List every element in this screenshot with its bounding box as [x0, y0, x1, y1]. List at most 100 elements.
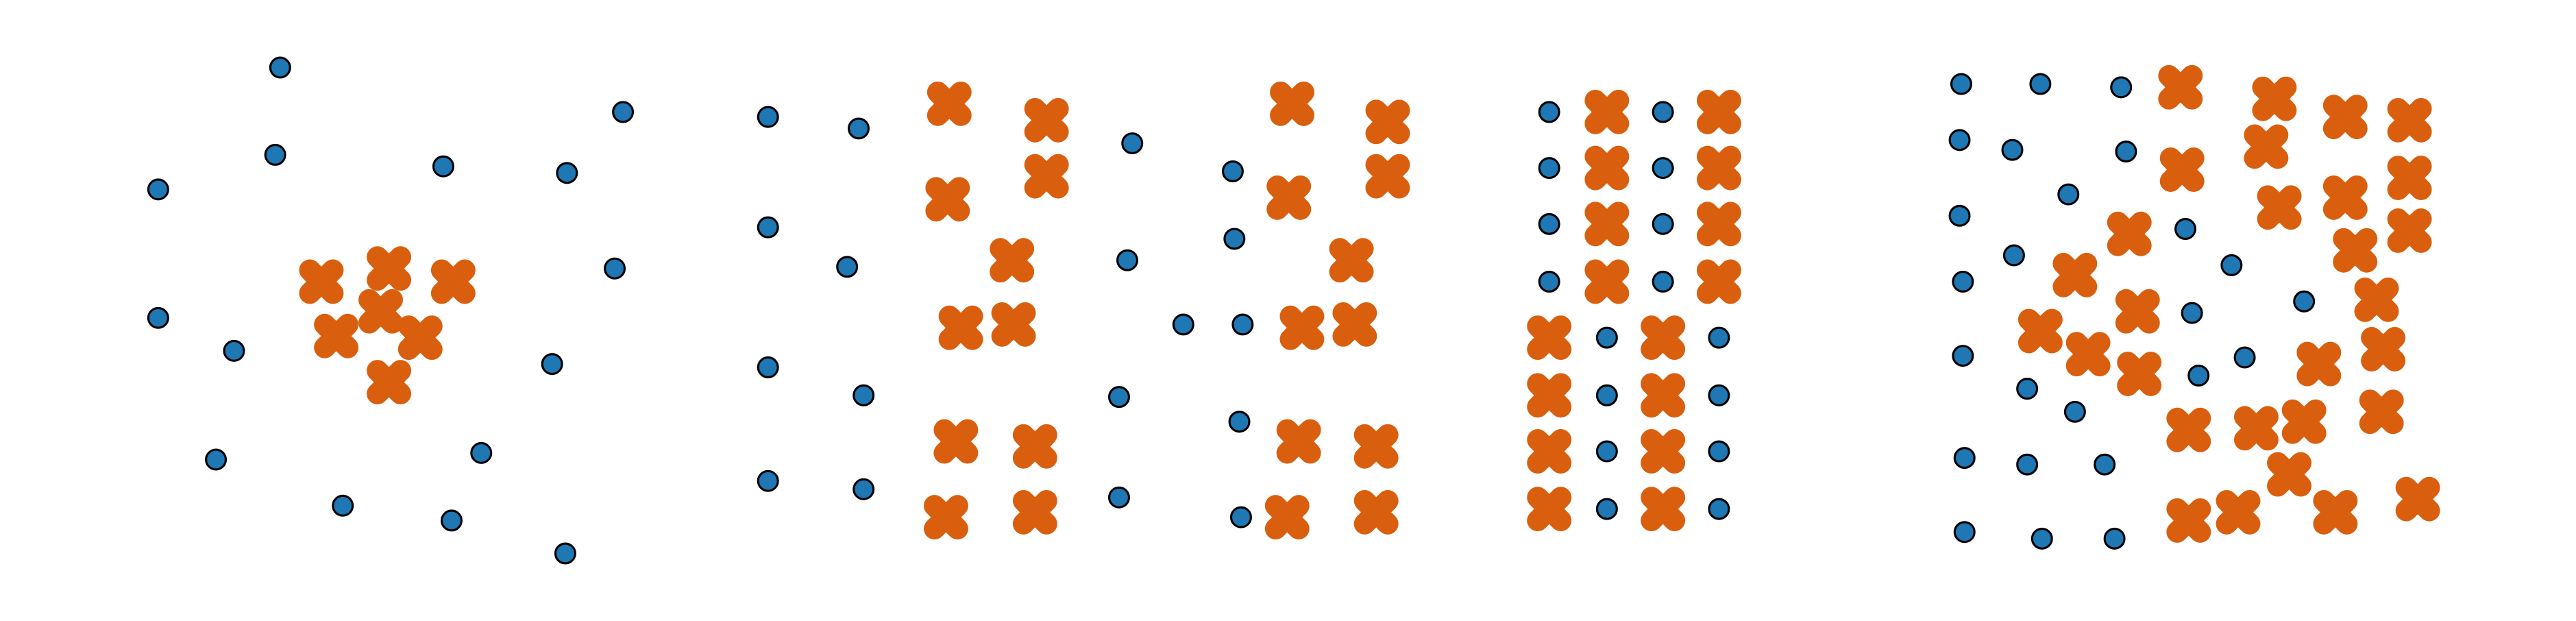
dot-marker [1595, 498, 1618, 520]
cross-marker [1641, 487, 1686, 532]
cross-marker [1365, 99, 1410, 145]
cross-marker [1527, 373, 1572, 418]
cross-marker [2296, 341, 2342, 387]
cross-marker [938, 305, 983, 350]
dot-marker [2094, 453, 2116, 476]
cross-marker [1279, 305, 1325, 350]
cross-marker [1264, 495, 1310, 540]
cross-marker [2322, 95, 2368, 140]
cross-marker [925, 177, 970, 222]
dot-marker [1948, 204, 1971, 227]
dot-marker [223, 339, 245, 362]
dot-marker [1538, 101, 1560, 123]
cross-marker [1024, 97, 1069, 143]
cross-marker [1024, 154, 1069, 199]
dot-marker [2233, 346, 2256, 369]
cross-marker [367, 246, 412, 291]
panel-2 [757, 81, 1410, 540]
dot-marker [1223, 228, 1246, 250]
dot-marker [205, 448, 228, 471]
dot-marker [612, 101, 635, 123]
dot-marker [1107, 386, 1130, 409]
dot-marker [2057, 183, 2080, 206]
dot-marker [852, 384, 875, 406]
cross-marker [2252, 76, 2297, 121]
cross-marker [2166, 407, 2211, 452]
dot-marker [1652, 270, 1674, 293]
dot-marker [1948, 129, 1971, 151]
dot-marker [1652, 157, 1674, 180]
cross-marker [2158, 64, 2203, 110]
cross-marker [2354, 277, 2399, 322]
dot-marker [2187, 364, 2210, 387]
dot-marker [1652, 212, 1674, 235]
cross-marker [1527, 315, 1572, 361]
dot-marker [2293, 290, 2316, 313]
cross-marker [1365, 154, 1410, 199]
cross-marker [923, 495, 968, 540]
dot-marker [1708, 498, 1730, 520]
cross-marker [2052, 252, 2098, 297]
dot-marker [852, 478, 875, 500]
dot-marker [2063, 400, 2086, 423]
dot-marker [1953, 521, 1976, 544]
dot-marker [1107, 486, 1130, 509]
cross-marker [1584, 145, 1630, 191]
dot-marker [2181, 302, 2203, 324]
dot-marker [1228, 411, 1251, 433]
cross-marker [430, 259, 476, 304]
cross-marker [1012, 424, 1057, 469]
cross-marker [2387, 208, 2432, 253]
cross-marker [990, 238, 1035, 283]
dot-marker [1708, 440, 1730, 463]
cross-marker [2313, 489, 2358, 535]
dot-marker [1950, 73, 1972, 95]
dot-marker [757, 470, 779, 492]
dot-marker [1231, 313, 1254, 336]
dot-marker [1952, 270, 1974, 293]
cross-marker [2115, 289, 2160, 334]
dot-marker [1116, 249, 1139, 271]
cross-marker [2281, 399, 2327, 444]
cross-marker [2322, 175, 2368, 220]
cross-marker [299, 259, 344, 304]
dot-marker [2115, 141, 2137, 163]
cross-marker [1329, 238, 1374, 283]
dot-marker [2001, 138, 2024, 161]
panel-3 [1527, 89, 1741, 532]
cross-marker [933, 419, 979, 464]
dot-marker [1229, 506, 1252, 528]
dot-marker [2029, 73, 2052, 95]
dot-marker [440, 509, 463, 532]
dot-marker [848, 117, 870, 140]
dot-marker [1595, 440, 1618, 463]
dot-marker [757, 106, 779, 128]
cross-marker [1696, 145, 1741, 191]
cross-marker [2117, 352, 2162, 396]
dot-marker [147, 306, 169, 329]
cross-marker [1353, 489, 1399, 535]
dot-marker [2002, 244, 2025, 267]
cross-marker [1584, 202, 1630, 247]
dot-marker [2110, 76, 2133, 99]
dot-marker [757, 356, 779, 378]
dot-marker [1953, 447, 1976, 470]
dot-marker [147, 178, 169, 201]
dot-marker [1595, 326, 1618, 349]
cross-marker [2359, 389, 2404, 435]
cross-marker [1012, 489, 1057, 535]
cross-marker [358, 289, 404, 334]
cross-marker [991, 302, 1036, 347]
dot-marker [2174, 218, 2197, 241]
cross-marker [314, 313, 359, 358]
dot-marker [269, 56, 291, 79]
dot-marker [757, 216, 779, 239]
cross-marker [2387, 97, 2432, 143]
cross-marker [1641, 315, 1686, 361]
dot-marker [432, 155, 454, 178]
cross-marker [2395, 476, 2440, 522]
cross-marker [2387, 156, 2432, 200]
cross-marker [1584, 89, 1630, 134]
cross-marker [2107, 211, 2152, 256]
dot-marker [1952, 345, 1974, 367]
